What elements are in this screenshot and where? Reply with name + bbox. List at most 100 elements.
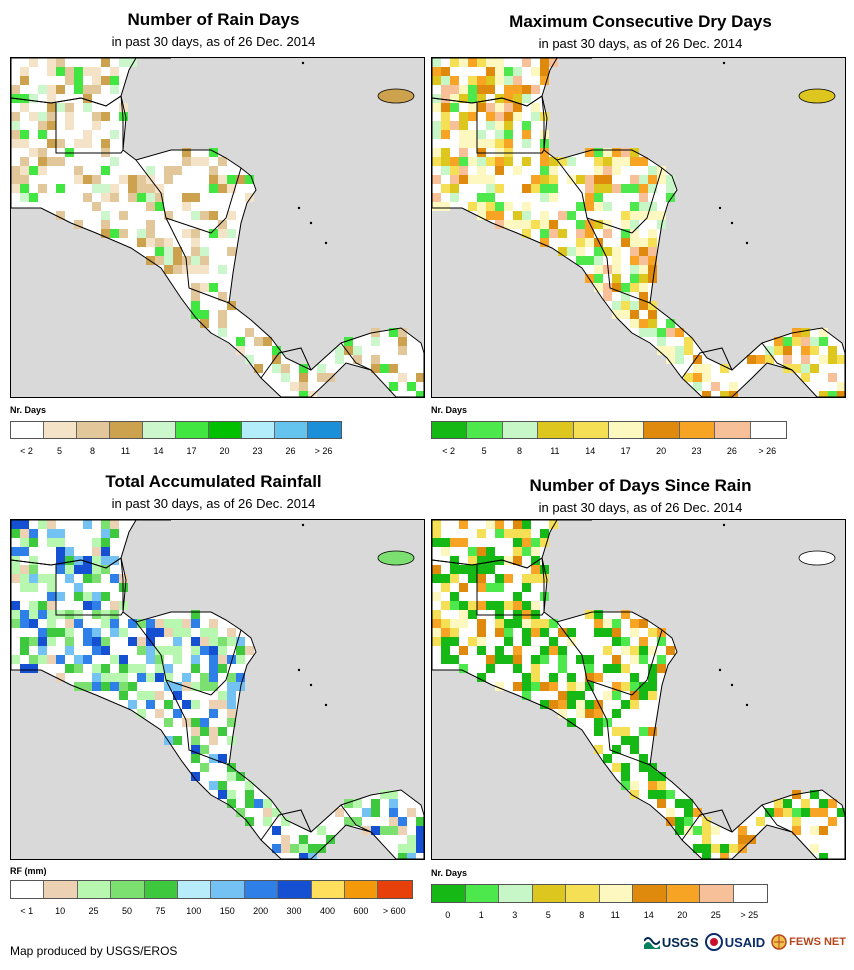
grid-cell bbox=[558, 211, 567, 220]
grid-cell bbox=[227, 211, 236, 220]
grid-cell bbox=[576, 682, 585, 691]
grid-cell bbox=[495, 184, 504, 193]
legend-label: 8 bbox=[89, 446, 96, 456]
grid-cell bbox=[65, 574, 74, 583]
grid-cell bbox=[182, 202, 191, 211]
grid-cell bbox=[11, 121, 20, 130]
grid-cell bbox=[630, 265, 639, 274]
data-grid bbox=[432, 58, 845, 397]
legend-swatch bbox=[700, 885, 734, 902]
map-canvas bbox=[432, 520, 845, 859]
grid-cell bbox=[666, 328, 675, 337]
grid-cell bbox=[353, 799, 362, 808]
grid-cell bbox=[335, 808, 344, 817]
grid-cell bbox=[155, 673, 164, 682]
grid-cell bbox=[101, 592, 110, 601]
grid-cell bbox=[56, 673, 65, 682]
grid-cell bbox=[432, 529, 441, 538]
grid-cell bbox=[711, 826, 720, 835]
grid-cell bbox=[531, 628, 540, 637]
grid-cell bbox=[47, 58, 56, 67]
grid-cell bbox=[513, 592, 522, 601]
grid-cell bbox=[47, 538, 56, 547]
grid-cell bbox=[92, 556, 101, 565]
grid-cell bbox=[432, 628, 441, 637]
grid-cell bbox=[83, 565, 92, 574]
grid-cell bbox=[254, 337, 263, 346]
grid-cell bbox=[477, 574, 486, 583]
grid-cell bbox=[299, 853, 308, 859]
grid-cell bbox=[522, 202, 531, 211]
grid-cell bbox=[101, 184, 110, 193]
grid-cell bbox=[38, 637, 47, 646]
grid-cell bbox=[468, 157, 477, 166]
map-canvas bbox=[432, 58, 845, 397]
grid-cell bbox=[173, 628, 182, 637]
grid-cell bbox=[567, 700, 576, 709]
grid-cell bbox=[441, 85, 450, 94]
grid-cell bbox=[540, 166, 549, 175]
grid-cell bbox=[513, 94, 522, 103]
grid-cell bbox=[290, 844, 299, 853]
legend-label: 75 bbox=[155, 906, 166, 916]
panel-rain-days: Number of Rain Days in past 30 days, as … bbox=[0, 0, 427, 470]
grid-cell bbox=[245, 193, 254, 202]
small-island bbox=[722, 523, 726, 527]
grid-cell bbox=[630, 310, 639, 319]
grid-cell bbox=[137, 673, 146, 682]
grid-cell bbox=[486, 565, 495, 574]
legend-swatch bbox=[465, 885, 499, 902]
grid-cell bbox=[549, 673, 558, 682]
country-border bbox=[135, 159, 167, 219]
grid-cell bbox=[65, 112, 74, 121]
grid-cell bbox=[74, 682, 83, 691]
grid-cell bbox=[218, 700, 227, 709]
grid-cell bbox=[540, 58, 549, 67]
grid-cell bbox=[450, 637, 459, 646]
grid-cell bbox=[603, 265, 612, 274]
grid-cell bbox=[630, 283, 639, 292]
grid-cell bbox=[182, 193, 191, 202]
grid-cell bbox=[468, 637, 477, 646]
grid-cell bbox=[227, 229, 236, 238]
grid-cell bbox=[828, 391, 837, 397]
legend-swatch bbox=[111, 881, 145, 898]
grid-cell bbox=[513, 76, 522, 85]
grid-cell bbox=[101, 166, 110, 175]
country-border bbox=[165, 679, 212, 696]
grid-cell bbox=[657, 790, 666, 799]
grid-cell bbox=[783, 346, 792, 355]
grid-cell bbox=[792, 808, 801, 817]
grid-cell bbox=[29, 193, 38, 202]
grid-cell bbox=[38, 655, 47, 664]
grid-cell bbox=[630, 745, 639, 754]
grid-cell bbox=[702, 826, 711, 835]
legend-label: 300 bbox=[286, 906, 302, 916]
map-canvas bbox=[11, 520, 424, 859]
grid-cell bbox=[495, 574, 504, 583]
grid-cell bbox=[603, 175, 612, 184]
grid-cell bbox=[56, 139, 65, 148]
small-island bbox=[324, 703, 328, 707]
grid-cell bbox=[558, 229, 567, 238]
grid-cell bbox=[621, 727, 630, 736]
grid-cell bbox=[612, 256, 621, 265]
grid-cell bbox=[567, 691, 576, 700]
legend-swatch bbox=[176, 422, 209, 438]
grid-cell bbox=[371, 364, 380, 373]
legend-label: 20 bbox=[219, 446, 230, 456]
grid-cell bbox=[819, 391, 828, 397]
grid-cell bbox=[164, 175, 173, 184]
grid-cell bbox=[245, 781, 254, 790]
grid-cell bbox=[675, 346, 684, 355]
grid-cell bbox=[540, 112, 549, 121]
grid-cell bbox=[441, 148, 450, 157]
grid-cell bbox=[92, 592, 101, 601]
grid-cell bbox=[101, 538, 110, 547]
grid-cell bbox=[648, 673, 657, 682]
grid-cell bbox=[200, 319, 209, 328]
grid-cell bbox=[693, 373, 702, 382]
grid-cell bbox=[630, 157, 639, 166]
grid-cell bbox=[801, 373, 810, 382]
country-border bbox=[340, 804, 372, 833]
